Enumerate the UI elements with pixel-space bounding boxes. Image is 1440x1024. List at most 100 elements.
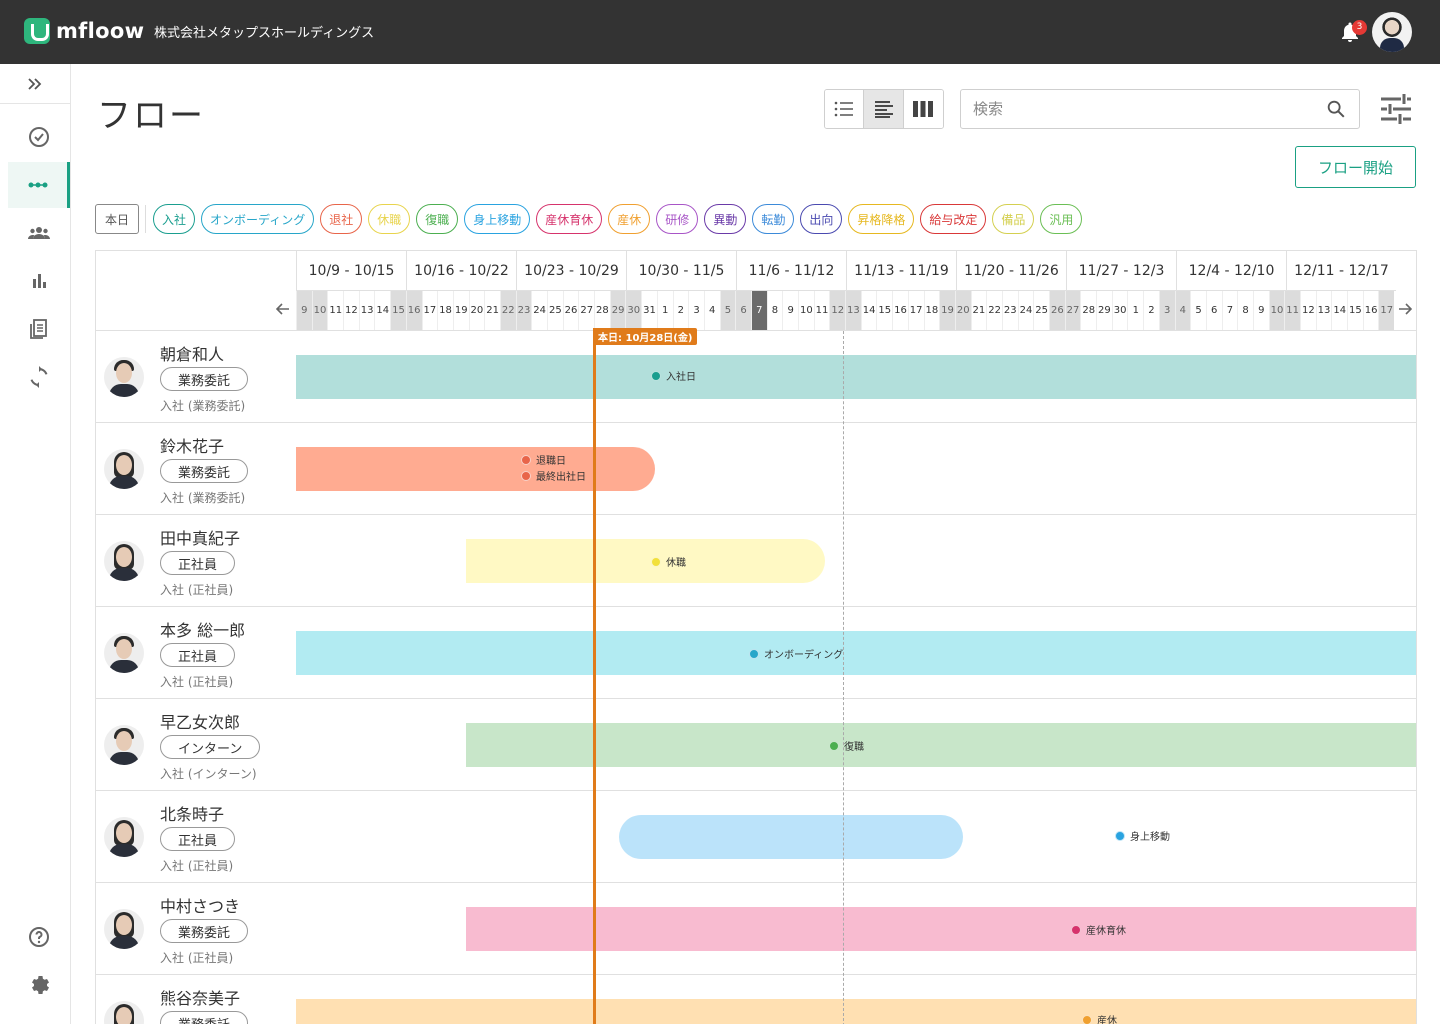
sidebar-item-help[interactable] (8, 914, 70, 960)
sidebar-item-tasks[interactable] (8, 114, 70, 160)
filter-chip[interactable]: 産休育休 (536, 204, 603, 234)
company-name: 株式会社メタップスホールディングス (154, 26, 375, 41)
search-icon[interactable] (1325, 98, 1347, 120)
marker-label: 退職日 (536, 456, 566, 467)
filter-chip[interactable]: 産休 (608, 204, 651, 234)
sidebar-item-documents[interactable] (8, 306, 70, 352)
day-cell: 17 (1378, 291, 1395, 330)
filter-chip[interactable]: 退社 (320, 204, 363, 234)
day-cell: 11 (1284, 291, 1300, 330)
filter-chip[interactable]: 給与改定 (920, 204, 987, 234)
filter-chip[interactable]: 復職 (416, 204, 459, 234)
timeline-bar[interactable] (296, 355, 1416, 399)
person-name[interactable]: 北条時子 (160, 805, 225, 824)
filter-chip[interactable]: 休職 (368, 204, 411, 234)
person-row[interactable]: 早乙女次郎 インターン 入社 (インターン) 復職 (96, 699, 1416, 791)
marker-dot-icon (829, 740, 839, 751)
timeline-marker[interactable]: 産休 (1082, 1012, 1117, 1024)
day-cell: 5 (1190, 291, 1206, 330)
list-view-button[interactable] (825, 90, 865, 128)
marker-dot-icon (651, 370, 661, 381)
sidebar-item-reports[interactable] (8, 258, 70, 304)
filter-chip[interactable]: 転勤 (752, 204, 795, 234)
day-cell: 12 (829, 291, 846, 330)
person-row[interactable]: 熊谷奈美子業務委託入社 (業務委託)産休 (96, 975, 1416, 1024)
app-logo[interactable]: mfloow (24, 18, 144, 44)
week-cell: 12/4 - 12/10 (1176, 251, 1286, 291)
timeline-marker[interactable]: 身上移動 (1115, 828, 1170, 843)
filter-chip[interactable]: 入社 (153, 204, 196, 234)
today-button[interactable]: 本日 (95, 204, 140, 234)
filter-chip[interactable]: 昇格降格 (848, 204, 915, 234)
user-avatar[interactable] (1372, 12, 1412, 52)
day-cell: 6 (1205, 291, 1222, 330)
day-cell: 19 (939, 291, 955, 330)
timeline-marker[interactable]: 休職 (651, 554, 686, 569)
person-row[interactable]: 田中真紀子 正社員 入社 (正社員) 休職 (96, 515, 1416, 607)
day-cell: 11 (327, 291, 343, 330)
sidebar-item-settings[interactable] (8, 962, 70, 1008)
gantt-view-button[interactable] (864, 90, 904, 128)
person-name[interactable]: 朝倉和人 (160, 345, 225, 364)
search-input[interactable] (973, 100, 1325, 118)
day-cell: 30 (1111, 291, 1128, 330)
avatar (104, 725, 144, 765)
filter-chip[interactable]: 出向 (800, 204, 843, 234)
person-row[interactable]: 朝倉和人 業務委託 入社 (業務委託) 入社日 (96, 331, 1416, 423)
settings-icon (32, 976, 49, 994)
check-circle-icon (29, 127, 49, 147)
timeline-bar[interactable] (466, 539, 825, 583)
filter-chip[interactable]: 異動 (704, 204, 747, 234)
day-cell: 20 (954, 291, 971, 330)
day-cell: 27 (1064, 291, 1081, 330)
day-cell: 19 (452, 291, 469, 330)
day-cell: 23 (1001, 291, 1018, 330)
person-name[interactable]: 本多 総一郎 (160, 621, 246, 640)
timeline-bar[interactable] (466, 723, 1416, 767)
person-row[interactable]: 本多 総一郎 正社員 入社 (正社員) オンボーディング (96, 607, 1416, 699)
person-name[interactable]: 中村さつき (160, 897, 241, 916)
filter-chip[interactable]: 研修 (656, 204, 699, 234)
day-cell: 18 (923, 291, 940, 330)
timeline-bar[interactable] (296, 631, 1416, 675)
arrow-right-icon[interactable] (1398, 301, 1414, 319)
sidebar-item-people[interactable] (8, 210, 70, 256)
person-row[interactable]: 北条時子 正社員 入社 (正社員) 身上移動 (96, 791, 1416, 883)
arrow-left-icon[interactable] (275, 301, 292, 319)
timeline-marker[interactable]: 復職 (829, 738, 864, 753)
start-flow-button[interactable]: フロー開始 (1295, 146, 1416, 188)
person-name[interactable]: 早乙女次郎 (160, 713, 241, 732)
board-view-button[interactable] (903, 90, 943, 128)
sidebar-item-sync[interactable] (8, 354, 70, 400)
filter-chip[interactable]: 汎用 (1040, 204, 1083, 234)
filter-settings-icon[interactable] (1378, 91, 1414, 127)
timeline-marker[interactable]: 退職日 (521, 452, 566, 467)
week-cell: 11/27 - 12/3 (1066, 251, 1176, 291)
timeline-bar[interactable] (296, 999, 1416, 1024)
timeline-bar[interactable] (296, 447, 655, 491)
timeline-marker[interactable]: 入社日 (651, 368, 696, 383)
filter-chip[interactable]: オンボーディング (201, 204, 315, 234)
timeline-marker[interactable]: オンボーディング (749, 646, 843, 661)
timeline-marker[interactable]: 産休育休 (1071, 922, 1126, 937)
sidebar-item-flow[interactable] (8, 162, 70, 208)
week-cell: 10/16 - 10/22 (406, 251, 516, 291)
day-cell: 11 (813, 291, 830, 330)
timeline-bar[interactable] (619, 815, 963, 859)
day-cell: 25 (1033, 291, 1049, 330)
filter-chip[interactable]: 備品 (992, 204, 1035, 234)
day-cell: 10 (798, 291, 814, 330)
sidebar-expand-button[interactable] (0, 64, 70, 104)
day-cell: 29 (609, 291, 626, 330)
day-cell: 16 (892, 291, 908, 330)
timeline-marker[interactable]: 最終出社日 (521, 468, 586, 483)
person-name[interactable]: 鈴木花子 (160, 437, 225, 456)
gantt-icon (874, 101, 893, 118)
filter-chip[interactable]: 身上移動 (464, 204, 531, 234)
person-row[interactable]: 中村さつき 業務委託 入社 (正社員) 産休育休 (96, 883, 1416, 975)
timeline-bar[interactable] (466, 907, 1416, 951)
person-name[interactable]: 熊谷奈美子 (160, 989, 241, 1008)
help-icon (29, 927, 49, 947)
person-row[interactable]: 鈴木花子 業務委託 入社 (業務委託) 退職日 最終出社日 (96, 423, 1416, 515)
person-name[interactable]: 田中真紀子 (160, 529, 241, 548)
